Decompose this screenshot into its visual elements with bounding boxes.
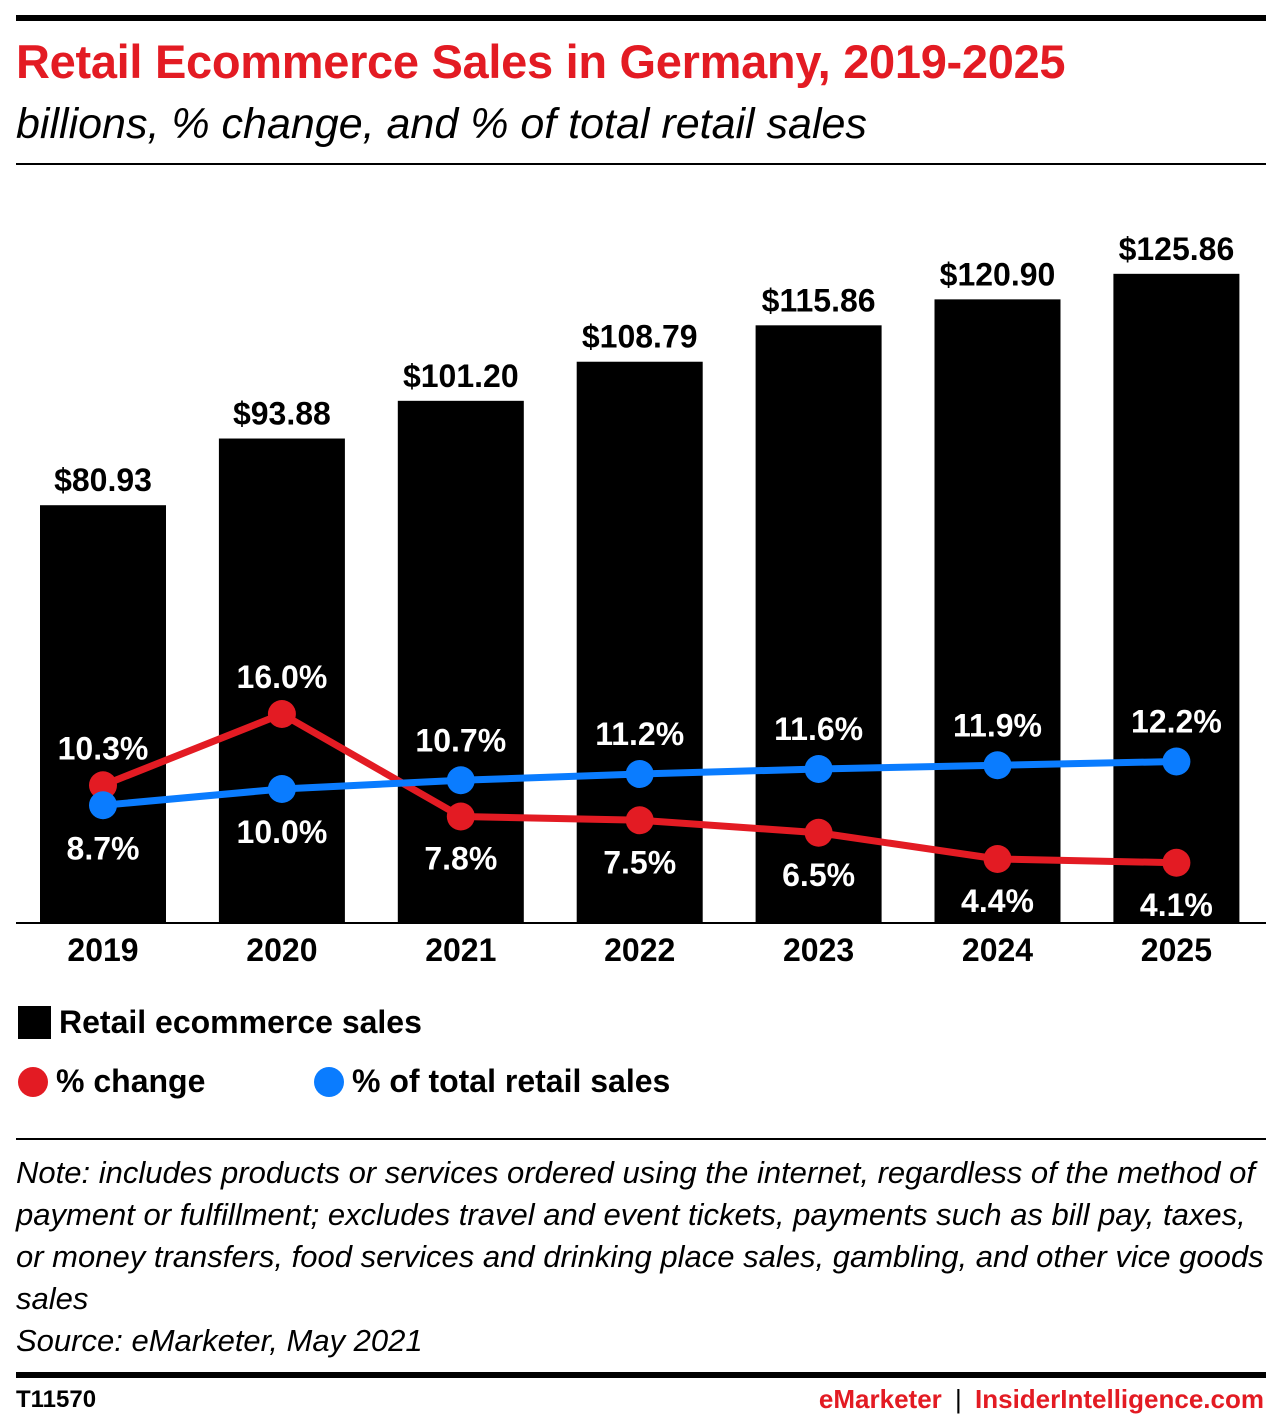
change-label-2019: 10.3%	[58, 730, 149, 766]
change-label-2020: 16.0%	[237, 659, 328, 695]
point-share-2022	[625, 760, 654, 788]
bar-2025	[1113, 273, 1240, 922]
legend-item-change: % change	[18, 1063, 205, 1100]
point-change-2023	[804, 818, 833, 847]
x-tick-label-2022: 2022	[604, 932, 675, 968]
legend-swatch-change	[18, 1066, 48, 1097]
point-share-2025	[1162, 747, 1191, 776]
x-tick-label-2019: 2019	[67, 932, 138, 968]
x-tick-label-2021: 2021	[425, 932, 496, 968]
change-label-2023: 6.5%	[782, 857, 855, 893]
bar-2024	[934, 299, 1061, 922]
point-change-2019	[89, 771, 117, 800]
share-label-2021: 10.7%	[415, 722, 506, 758]
source-text: Source: eMarketer, May 2021	[16, 1323, 423, 1358]
change-label-2022: 7.5%	[603, 844, 676, 880]
chart-title: Retail Ecommerce Sales in Germany, 2019-…	[16, 35, 1066, 88]
legend-label-share: % of total retail sales	[352, 1063, 671, 1099]
share-label-2023: 11.6%	[774, 711, 863, 747]
top-rule	[16, 15, 1266, 21]
change-label-2025: 4.1%	[1140, 887, 1213, 923]
note: Note: includes products or services orde…	[16, 1152, 1266, 1362]
share-label-2020: 10.0%	[237, 814, 328, 850]
footer-brand: eMarketer | InsiderIntelligence.com	[819, 1384, 1264, 1415]
point-change-2020	[267, 700, 296, 728]
share-label-2024: 11.9%	[953, 707, 1042, 743]
bar-2019	[40, 505, 166, 922]
change-label-2021: 7.8%	[424, 841, 497, 877]
legend-swatch-sales	[18, 1006, 51, 1039]
bar-value-label-2024: $120.90	[940, 256, 1056, 292]
point-change-2024	[983, 845, 1012, 873]
point-share-2023	[804, 755, 833, 783]
share-label-2022: 11.2%	[595, 716, 684, 752]
legend-label-change: % change	[56, 1063, 206, 1099]
bar-value-label-2025: $125.86	[1119, 231, 1235, 267]
legend-item-sales: Retail ecommerce sales	[18, 1004, 422, 1041]
chart-area: $80.93 2019 $93.88 2020 $101.20 2021 $108.79 20…	[16, 231, 1266, 968]
bar-2021	[397, 400, 524, 922]
change-label-2024: 4.4%	[961, 883, 1034, 919]
bar-value-label-2019: $80.93	[54, 462, 152, 498]
bar-2020	[218, 438, 345, 922]
x-tick-label-2023: 2023	[783, 932, 854, 968]
legend-swatch-share	[314, 1066, 344, 1097]
point-share-2024	[983, 751, 1012, 780]
legend-item-share: % of total retail sales	[314, 1063, 670, 1100]
point-share-2019	[89, 791, 117, 820]
x-tick-label-2024: 2024	[962, 932, 1033, 968]
x-tick-label-2025: 2025	[1141, 932, 1212, 968]
share-label-2019: 8.7%	[67, 830, 140, 866]
brand-emarketer: eMarketer	[818, 1384, 942, 1414]
bottom-rule	[16, 1372, 1266, 1378]
bar-2022	[576, 361, 703, 922]
brand-separator: |	[955, 1384, 962, 1414]
bar-value-label-2022: $108.79	[582, 319, 698, 355]
point-share-2020	[267, 775, 296, 803]
chart-id: T11570	[16, 1386, 97, 1413]
chart-subtitle: billions, % change, and % of total retai…	[16, 100, 867, 148]
bar-value-label-2023: $115.86	[762, 282, 876, 318]
share-label-2025: 12.2%	[1131, 704, 1222, 740]
bar-value-label-2020: $93.88	[233, 396, 331, 432]
x-tick-label-2020: 2020	[246, 932, 317, 968]
point-change-2025	[1162, 848, 1191, 877]
point-share-2021	[446, 766, 475, 795]
note-rule	[16, 1138, 1266, 1140]
point-change-2022	[625, 806, 654, 835]
brand-insider-intelligence: InsiderIntelligence.com	[975, 1384, 1264, 1414]
bar-value-label-2021: $101.20	[403, 358, 519, 394]
header-rule	[16, 163, 1266, 165]
legend-label-sales: Retail ecommerce sales	[59, 1004, 422, 1040]
note-text: Note: includes products or services orde…	[16, 1155, 1264, 1316]
point-change-2021	[446, 802, 475, 831]
